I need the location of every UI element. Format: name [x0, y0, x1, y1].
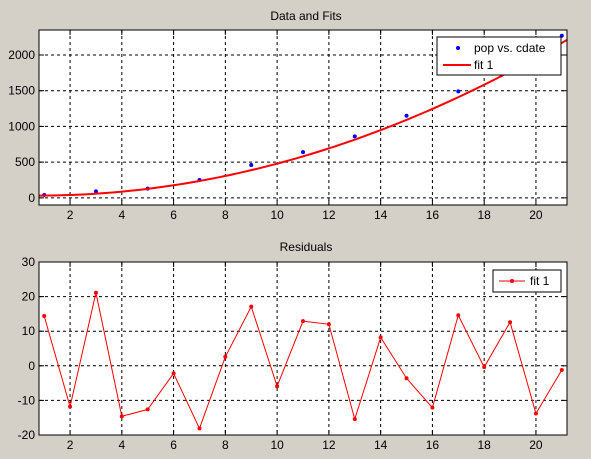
data-point	[145, 407, 150, 412]
x-tick-label: 14	[374, 438, 388, 452]
data-point	[404, 113, 409, 118]
data-point	[352, 417, 357, 422]
x-tick-label: 12	[322, 438, 336, 452]
legend-label-pop: pop vs. cdate	[474, 41, 546, 55]
data-point	[275, 384, 280, 389]
legend-label-fit: fit 1	[474, 58, 494, 72]
axis-ticks: 2 4 6 8 10 12 14 16 18 20 0 500 1000 1500 2000	[8, 30, 567, 222]
data-point	[197, 426, 202, 431]
plot-marks	[42, 290, 564, 431]
plot-frame	[38, 29, 568, 206]
y-tick-label: 20	[22, 290, 36, 304]
data-point	[249, 163, 254, 167]
fit-line	[39, 38, 567, 197]
data-point	[533, 411, 538, 416]
y-tick-label: 0	[28, 191, 35, 205]
data-point	[93, 189, 98, 194]
data-point	[68, 404, 73, 409]
x-tick-label: 12	[322, 208, 336, 222]
x-tick-label: 4	[118, 208, 125, 222]
x-tick-label: 16	[426, 438, 440, 452]
x-tick-label: 8	[222, 208, 229, 222]
x-tick-label: 20	[529, 208, 543, 222]
y-tick-label: -10	[18, 393, 36, 407]
x-tick-label: 20	[529, 438, 543, 452]
axis-ticks: 2 4 6 8 10 12 14 16 18 20 -20 -10 0 10 20 30	[18, 255, 567, 452]
y-tick-label: 2000	[8, 48, 35, 62]
x-tick-label: 4	[118, 438, 125, 452]
data-point	[482, 365, 487, 370]
plot-frame	[38, 261, 568, 436]
plot-area	[39, 262, 567, 435]
legend-box	[436, 36, 562, 76]
legend[interactable]: fit 1	[492, 269, 562, 293]
data-point	[301, 319, 305, 324]
x-tick-label: 6	[170, 208, 177, 222]
legend[interactable]: pop vs. cdate fit 1	[436, 36, 562, 76]
legend-label-fit: fit 1	[530, 274, 550, 288]
y-tick-label: 30	[22, 255, 36, 269]
data-point	[93, 290, 98, 295]
data-point	[404, 376, 409, 381]
data-point	[430, 405, 435, 410]
data-point	[301, 150, 305, 155]
chart-title: Data and Fits	[270, 9, 341, 23]
y-tick-label: 0	[28, 359, 35, 373]
x-tick-label: 2	[67, 438, 74, 452]
data-point	[249, 304, 254, 309]
legend-marker-fit	[510, 279, 514, 283]
data-point	[42, 313, 47, 318]
x-tick-label: 10	[270, 438, 284, 452]
x-tick-label: 18	[477, 208, 491, 222]
x-tick-label: 16	[426, 208, 440, 222]
x-tick-label: 14	[374, 208, 388, 222]
plot-marks	[39, 33, 567, 197]
legend-box	[492, 269, 562, 293]
data-point	[352, 134, 357, 139]
data-point	[378, 335, 383, 340]
data-point	[171, 371, 176, 376]
x-tick-label: 8	[222, 438, 229, 452]
y-tick-label: 1000	[8, 119, 35, 133]
data-point	[223, 354, 228, 359]
chart-residuals: Residuals 2 4 6 8 10 12 14 16 18 20-20-100102030 …	[18, 240, 568, 452]
y-tick-label: 10	[22, 324, 36, 338]
data-point	[119, 414, 124, 419]
data-point	[508, 320, 513, 325]
legend-marker-pop	[456, 46, 460, 50]
data-point	[559, 367, 564, 372]
x-tick-label: 18	[477, 438, 491, 452]
chart-data-and-fits: Data and Fits 2 4 6 8 10 12 14 16 18 20 0 500 1000 15…	[8, 9, 568, 222]
chart-title: Residuals	[280, 240, 333, 254]
data-point	[456, 89, 461, 94]
data-point	[456, 313, 461, 318]
x-tick-label: 6	[170, 438, 177, 452]
x-tick-label: 2	[67, 208, 74, 222]
y-tick-label: 1500	[8, 84, 35, 98]
y-tick-label: 500	[15, 155, 35, 169]
x-tick-label: 10	[270, 208, 284, 222]
data-point	[326, 322, 331, 327]
y-tick-label: -20	[18, 428, 36, 442]
